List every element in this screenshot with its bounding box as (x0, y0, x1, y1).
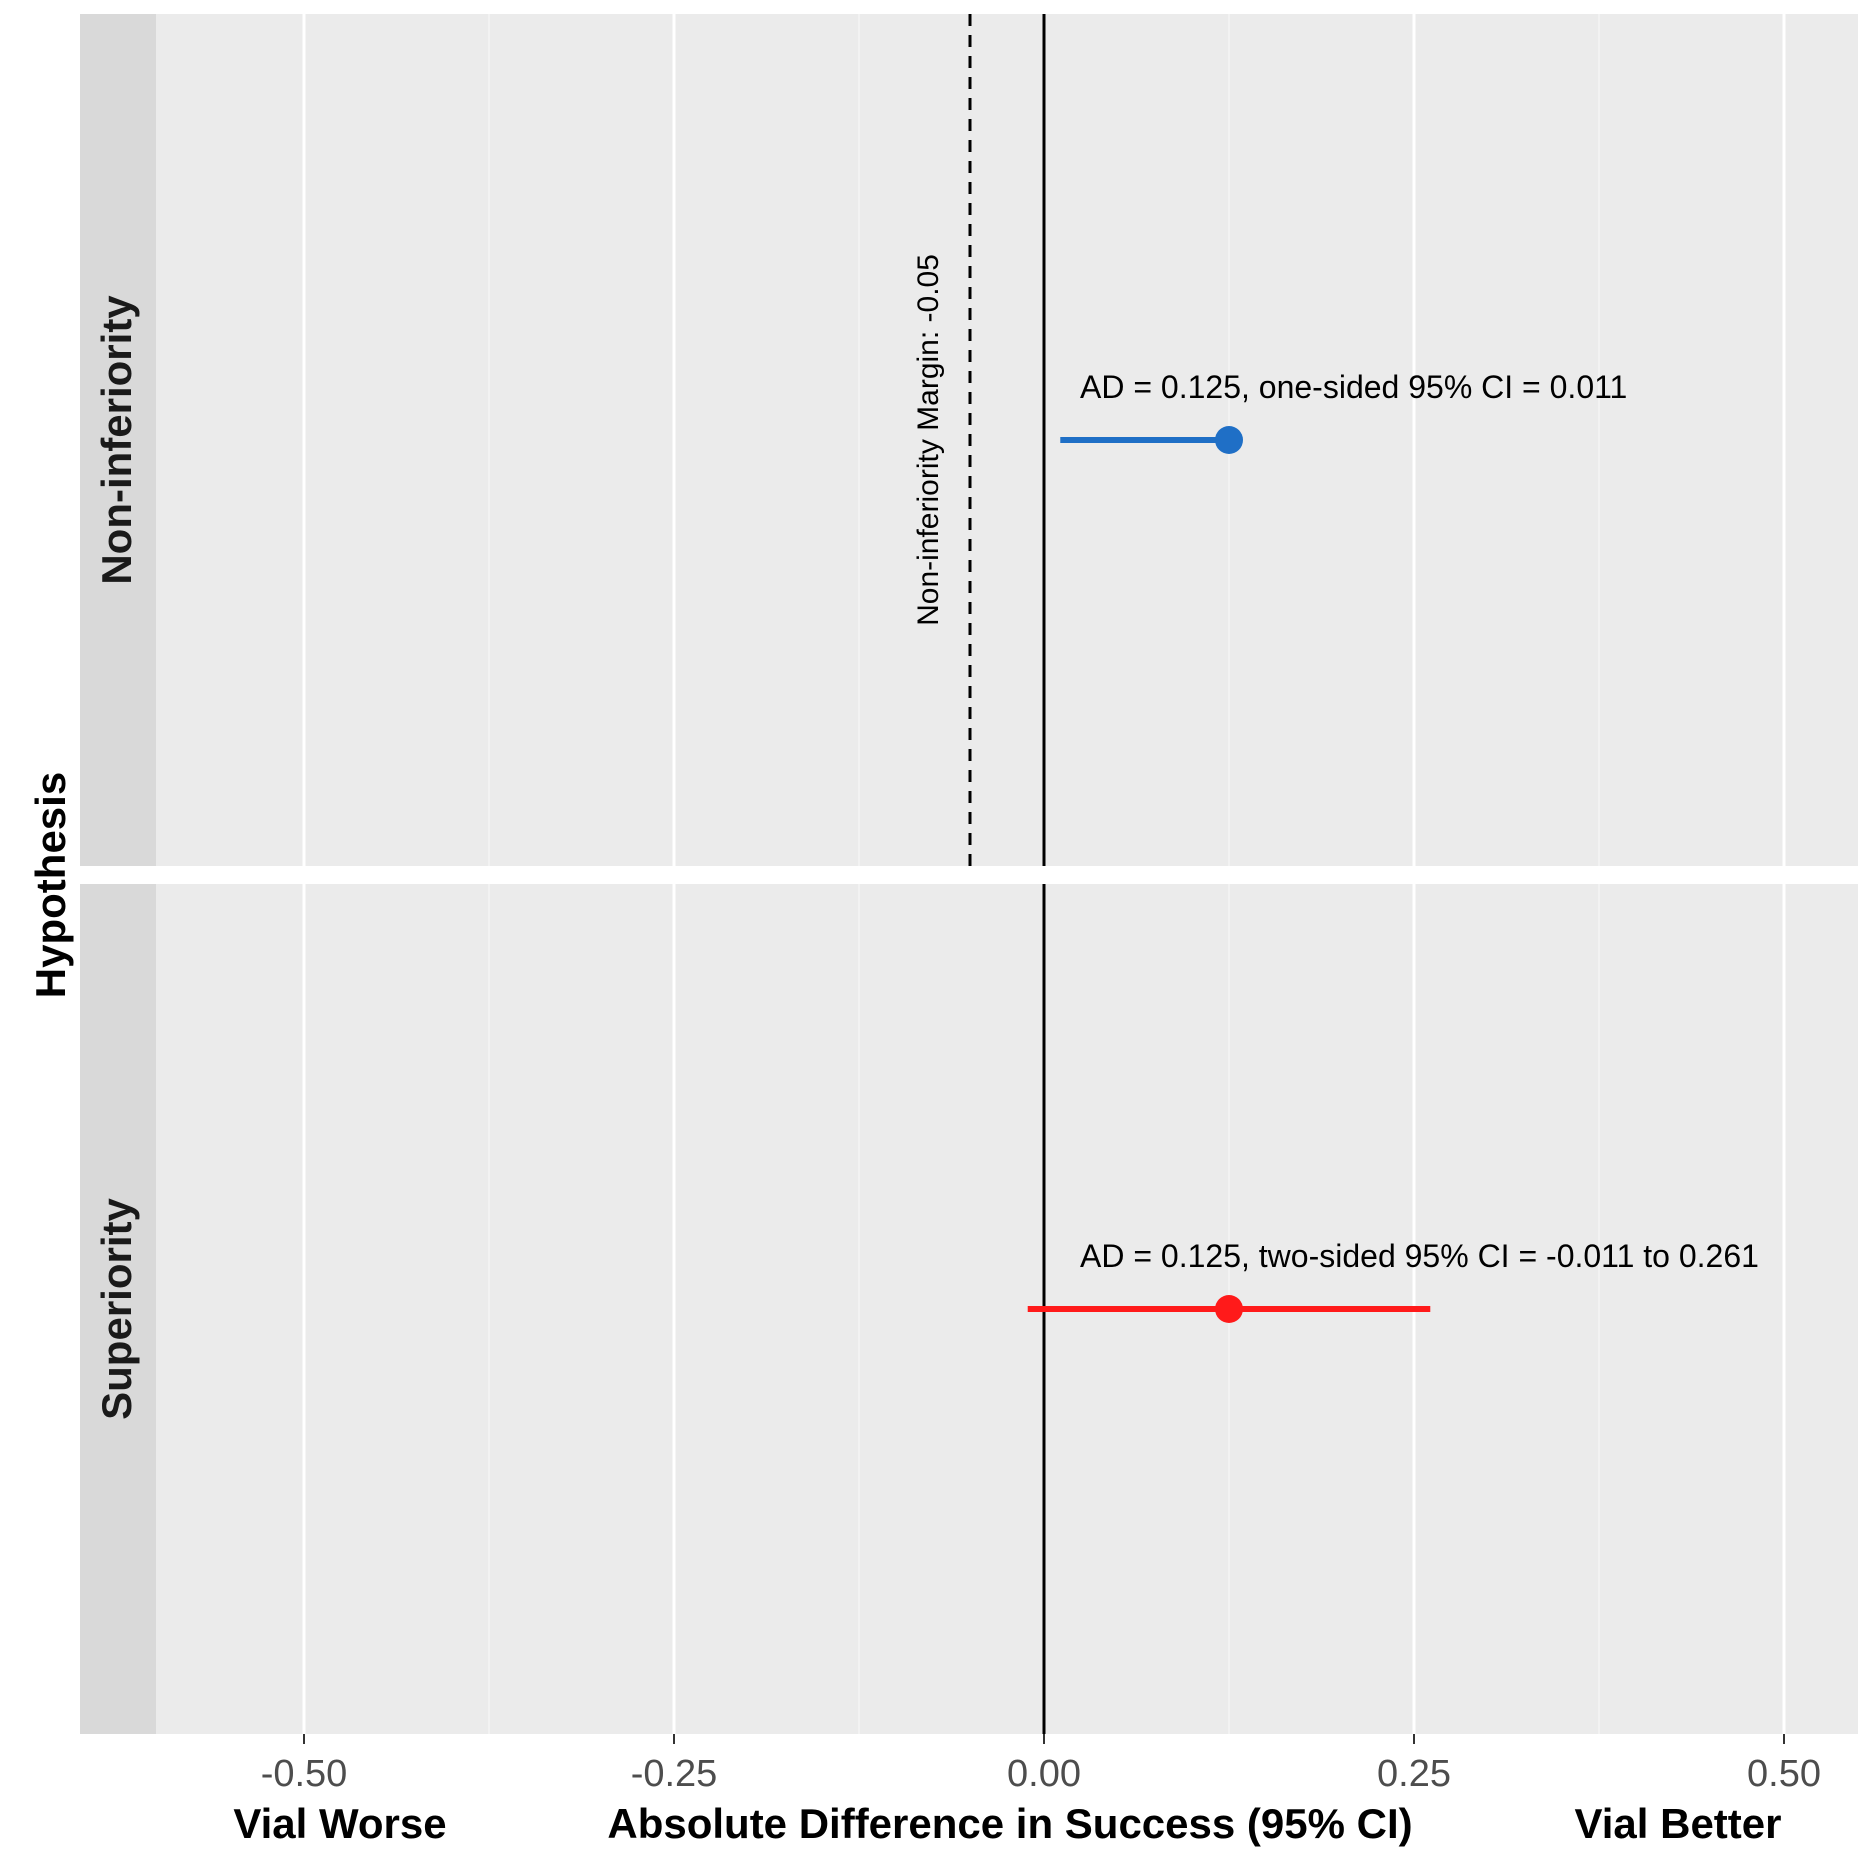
x-axis-left-label: Vial Worse (233, 1800, 446, 1847)
margin-label: Non-inferiority Margin: -0.05 (912, 254, 945, 626)
x-tick-label: -0.50 (261, 1753, 348, 1795)
facet-superiority: Superiority AD = 0.125, two-sided 95% CI… (80, 884, 1858, 1734)
x-tick-label: 0.00 (1007, 1753, 1081, 1795)
estimate-annotation: AD = 0.125, two-sided 95% CI = -0.011 to… (1080, 1238, 1759, 1274)
x-axis-title: Absolute Difference in Success (95% CI) (607, 1800, 1412, 1847)
estimate-annotation: AD = 0.125, one-sided 95% CI = 0.011 (1080, 369, 1627, 405)
x-axis-right-label: Vial Better (1575, 1800, 1782, 1847)
x-tick-label: -0.25 (631, 1753, 718, 1795)
strip-background (80, 14, 156, 866)
x-tick-label: 0.50 (1747, 1753, 1821, 1795)
strip-label: Non-inferiority (93, 295, 140, 585)
y-axis-title: Hypothesis (27, 772, 74, 998)
x-axis: -0.50 -0.25 0.00 0.25 0.50 (261, 1734, 1821, 1795)
panel-background (156, 884, 1858, 1734)
point-estimate (1215, 1295, 1243, 1323)
strip-label: Superiority (93, 1198, 140, 1420)
x-tick-label: 0.25 (1377, 1753, 1451, 1795)
panel-background (156, 14, 1858, 866)
marks: Non-inferiority Margin: -0.05 AD = 0.125,… (912, 14, 1627, 866)
point-estimate (1215, 426, 1243, 454)
marks: AD = 0.125, two-sided 95% CI = -0.011 to… (1027, 884, 1759, 1734)
strip-background (80, 884, 156, 1734)
facet-non-inferiority: Non-inferiority Non-inferiority Margin: … (80, 14, 1858, 866)
